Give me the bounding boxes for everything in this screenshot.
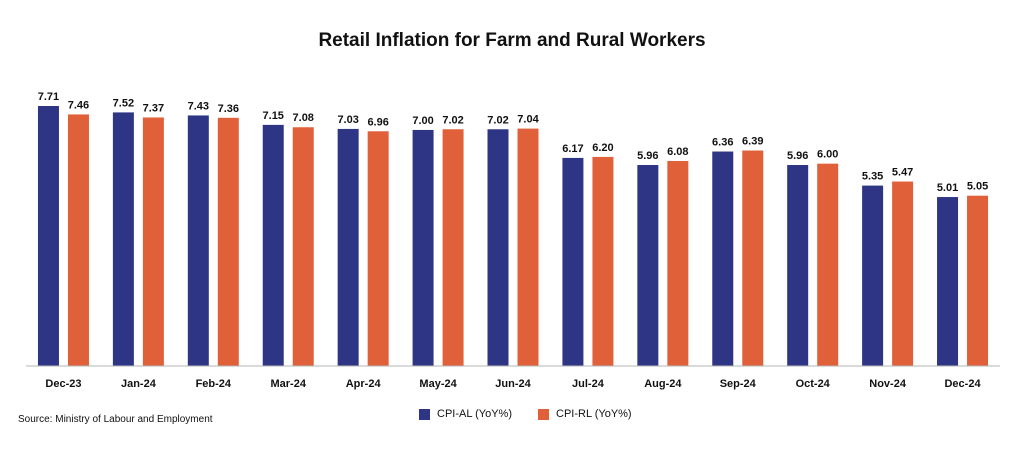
x-tick-label-jul-24: Jul-24 [572,378,605,390]
bar-cpi-rl-may-24 [442,129,464,366]
bar-cpi-al-jun-24 [487,129,509,366]
x-tick-label-nov-24: Nov-24 [869,378,907,390]
x-tick-label-mar-24: Mar-24 [270,378,306,390]
data-label-cpi-rl-dec-23: 7.46 [68,99,89,111]
data-label-cpi-al-aug-24: 5.96 [637,150,658,162]
data-label-cpi-rl-jun-24: 7.04 [517,114,539,126]
data-label-cpi-al-dec-24: 5.01 [937,182,958,194]
x-tick-label-feb-24: Feb-24 [196,378,232,390]
x-tick-label-dec-23: Dec-23 [45,378,81,390]
x-tick-label-oct-24: Oct-24 [796,378,831,390]
data-label-cpi-al-jul-24: 6.17 [562,143,583,155]
chart-plot: 7.71 7.46 Dec-23 7.52 7.37 Jan-24 7.43 7.36 Feb-… [26,91,1000,390]
data-label-cpi-rl-may-24: 7.02 [442,114,463,126]
bar-cpi-al-mar-24 [262,124,284,366]
bar-cpi-al-apr-24 [337,128,359,366]
source-note: Source: Ministry of Labour and Employmen… [18,414,213,425]
data-label-cpi-rl-oct-24: 6.00 [817,149,838,161]
legend-swatch-cpi-rl [538,408,549,420]
bar-cpi-al-feb-24 [187,115,209,366]
data-label-cpi-al-sep-24: 6.36 [712,137,733,149]
data-label-cpi-al-may-24: 7.00 [412,115,433,127]
x-tick-label-apr-24: Apr-24 [346,378,382,390]
legend-swatch-cpi-al [419,408,430,420]
bars-layer [37,106,989,367]
x-tick-label-jun-24: Jun-24 [495,378,531,390]
bar-cpi-rl-jul-24 [592,156,614,366]
data-label-cpi-al-mar-24: 7.15 [263,110,284,122]
bar-cpi-rl-sep-24 [742,150,764,366]
x-tick-label-aug-24: Aug-24 [644,378,682,390]
legend-item-cpi-rl: CPI-RL (YoY%) [538,408,632,420]
data-label-cpi-rl-mar-24: 7.08 [293,112,314,124]
bar-cpi-rl-dec-23 [67,114,89,367]
data-label-cpi-rl-feb-24: 7.36 [218,103,239,115]
x-tick-label-dec-24: Dec-24 [944,378,981,390]
bar-cpi-rl-nov-24 [892,181,914,366]
chart-title: Retail Inflation for Farm and Rural Work… [318,30,706,51]
bar-cpi-al-sep-24 [712,151,734,366]
bar-cpi-rl-jun-24 [517,128,539,366]
bar-cpi-al-nov-24 [862,185,884,366]
bar-cpi-al-may-24 [412,129,434,366]
labels-layer: 7.71 7.46 Dec-23 7.52 7.37 Jan-24 7.43 7.36 Feb-… [38,91,988,390]
data-label-cpi-rl-apr-24: 6.96 [367,116,388,128]
bar-cpi-rl-jan-24 [142,117,164,366]
data-label-cpi-rl-jan-24: 7.37 [143,102,164,114]
data-label-cpi-rl-nov-24: 5.47 [892,167,913,179]
data-label-cpi-al-jun-24: 7.02 [487,114,508,126]
legend-item-cpi-al: CPI-AL (YoY%) [419,408,512,420]
data-label-cpi-al-feb-24: 7.43 [188,100,209,112]
bar-cpi-al-aug-24 [637,165,659,366]
legend: CPI-AL (YoY%) CPI-RL (YoY%) [419,408,632,420]
legend-label-cpi-rl: CPI-RL (YoY%) [556,408,632,420]
bar-cpi-al-oct-24 [787,165,809,366]
bar-cpi-al-jan-24 [112,112,134,367]
data-label-cpi-al-dec-23: 7.71 [38,91,59,103]
data-label-cpi-rl-sep-24: 6.39 [742,136,763,148]
bar-cpi-rl-dec-24 [967,195,989,366]
bar-cpi-al-dec-23 [37,106,59,366]
data-label-cpi-al-apr-24: 7.03 [337,114,358,126]
legend-label-cpi-al: CPI-AL (YoY%) [437,408,512,420]
bar-cpi-rl-feb-24 [217,117,239,366]
data-label-cpi-al-jan-24: 7.52 [113,97,134,109]
data-label-cpi-al-nov-24: 5.35 [862,171,883,183]
x-tick-label-jan-24: Jan-24 [121,378,157,390]
bar-cpi-rl-apr-24 [367,131,389,366]
bar-cpi-rl-oct-24 [817,163,839,366]
data-label-cpi-rl-aug-24: 6.08 [667,146,688,158]
bar-cpi-al-jul-24 [562,157,584,366]
x-tick-label-may-24: May-24 [419,378,457,390]
data-label-cpi-al-oct-24: 5.96 [787,150,808,162]
bar-cpi-rl-aug-24 [667,160,689,366]
data-label-cpi-rl-jul-24: 6.20 [592,142,613,154]
bar-cpi-al-dec-24 [937,197,959,366]
bar-cpi-rl-mar-24 [292,127,314,366]
x-tick-label-sep-24: Sep-24 [720,378,757,390]
data-label-cpi-rl-dec-24: 5.05 [967,181,988,193]
